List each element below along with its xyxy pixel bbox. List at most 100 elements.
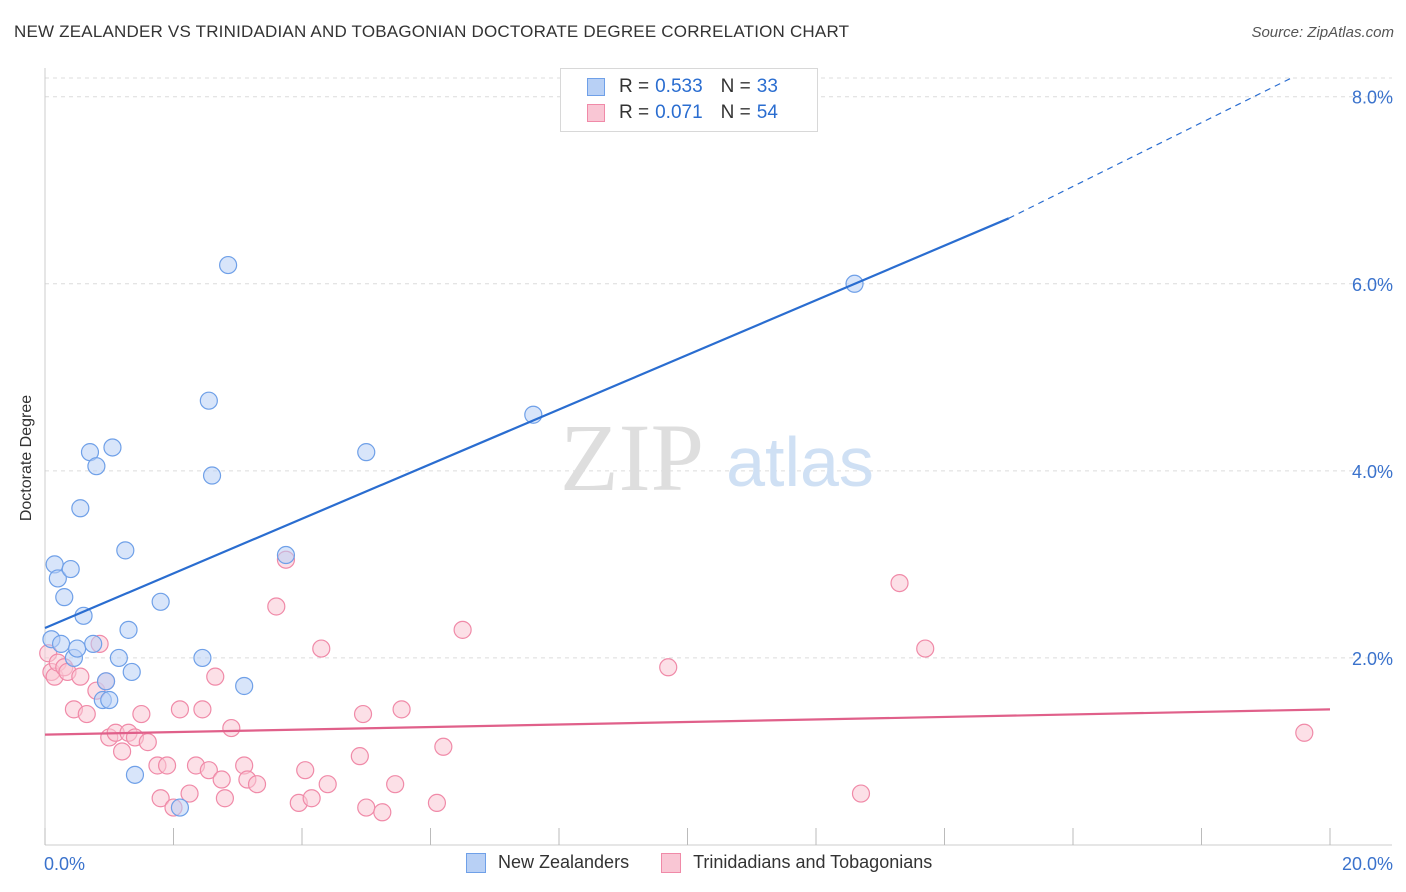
legend-item-new-zealanders: New Zealanders xyxy=(466,852,629,873)
legend-swatch-blue xyxy=(587,78,605,96)
point-new-zealander xyxy=(103,438,122,457)
point-trinidadian xyxy=(199,761,218,780)
gridlines xyxy=(45,77,1392,659)
point-trinidadian xyxy=(373,803,392,822)
tick-labels: 2.0% 4.0% 6.0% 8.0% 0.0% 20.0% xyxy=(44,88,1393,874)
legend-label: Trinidadians and Tobagonians xyxy=(693,852,933,872)
point-new-zealander xyxy=(87,457,106,476)
point-new-zealander xyxy=(125,765,145,784)
legend-n-label: N = xyxy=(720,76,751,97)
series-legend: New Zealanders Trinidadians and Tobagoni… xyxy=(466,852,964,873)
point-new-zealander xyxy=(119,620,138,639)
point-trinidadian xyxy=(267,597,286,616)
point-trinidadian xyxy=(296,761,315,780)
legend-swatch-blue xyxy=(466,852,486,873)
trend-lines xyxy=(44,77,1331,736)
point-new-zealander xyxy=(276,545,296,565)
point-trinidadian xyxy=(350,747,369,766)
legend-row-new-zealanders: R = 0.533 N = 33 xyxy=(587,75,778,99)
watermark: ZIP atlas xyxy=(560,404,874,511)
point-trinidadian xyxy=(132,704,151,724)
trend-line-trinidadians xyxy=(44,708,1331,736)
point-trinidadian xyxy=(392,700,411,719)
watermark-atlas: atlas xyxy=(726,423,874,501)
point-new-zealander xyxy=(193,648,212,668)
series-new-zealanders xyxy=(42,255,864,817)
point-trinidadian xyxy=(386,775,405,794)
legend-r-label: R = xyxy=(619,76,650,97)
axes xyxy=(44,68,1392,846)
point-trinidadian xyxy=(247,775,267,794)
point-trinidadian xyxy=(170,700,190,719)
point-trinidadian xyxy=(180,784,199,803)
point-trinidadian xyxy=(312,639,331,658)
point-trinidadian xyxy=(357,798,376,817)
point-new-zealander xyxy=(68,639,87,658)
point-new-zealander xyxy=(219,255,238,275)
legend-n-label: N = xyxy=(720,102,751,123)
legend-r-label: R = xyxy=(619,102,650,123)
stats-legend: R = 0.533 N = 33 R = 0.071 N = 54 xyxy=(560,68,818,132)
point-trinidadian xyxy=(151,789,170,808)
y-tick-label: 6.0% xyxy=(1352,275,1393,295)
point-trinidadian xyxy=(193,700,212,719)
legend-swatch-pink xyxy=(587,104,605,122)
point-trinidadian xyxy=(138,733,157,752)
point-new-zealander xyxy=(100,690,119,710)
point-trinidadian xyxy=(302,789,321,808)
point-trinidadian xyxy=(916,639,935,658)
point-trinidadian xyxy=(890,573,909,593)
point-new-zealander xyxy=(116,541,135,560)
point-new-zealander xyxy=(96,672,116,691)
point-new-zealander xyxy=(151,592,170,611)
y-tick-label: 2.0% xyxy=(1352,649,1393,669)
legend-r-value: 0.533 xyxy=(655,76,703,97)
trend-line-new-zealanders xyxy=(44,217,1010,630)
legend-r-value: 0.071 xyxy=(655,102,703,123)
y-tick-label: 4.0% xyxy=(1352,462,1393,482)
point-trinidadian xyxy=(206,667,225,686)
point-new-zealander xyxy=(71,499,90,518)
y-axis-label: Doctorate Degree xyxy=(18,394,35,522)
chart-title: NEW ZEALANDER VS TRINIDADIAN AND TOBAGON… xyxy=(14,22,850,41)
point-trinidadian xyxy=(659,658,678,677)
point-trinidadian xyxy=(427,793,447,813)
point-new-zealander xyxy=(51,634,71,653)
point-trinidadian xyxy=(215,789,234,808)
point-trinidadian xyxy=(1295,723,1314,742)
point-new-zealander xyxy=(199,391,218,410)
point-trinidadian xyxy=(112,742,132,761)
point-trinidadian xyxy=(353,704,373,724)
point-new-zealander xyxy=(61,559,80,579)
trend-line-extension xyxy=(1008,77,1292,219)
x-tick-label: 0.0% xyxy=(44,854,85,874)
legend-n-value: 54 xyxy=(756,102,778,123)
point-trinidadian xyxy=(851,784,871,803)
point-new-zealander xyxy=(170,798,190,817)
point-trinidadian xyxy=(157,756,177,775)
legend-item-trinidadians: Trinidadians and Tobagonians xyxy=(661,852,932,873)
point-new-zealander xyxy=(48,569,67,588)
point-new-zealander xyxy=(202,466,222,485)
y-tick-label: 8.0% xyxy=(1352,88,1393,108)
legend-swatch-pink xyxy=(661,852,682,873)
point-new-zealander xyxy=(122,662,141,682)
point-new-zealander xyxy=(55,588,74,607)
point-trinidadian xyxy=(222,718,241,738)
point-trinidadian xyxy=(77,704,96,724)
x-tick-label: 20.0% xyxy=(1342,854,1393,874)
point-new-zealander xyxy=(357,443,376,462)
legend-n-value: 33 xyxy=(756,76,778,97)
legend-row-trinidadians: R = 0.071 N = 54 xyxy=(587,101,778,125)
point-trinidadian xyxy=(212,770,231,789)
point-trinidadian xyxy=(71,667,90,686)
point-trinidadian xyxy=(434,737,453,756)
source-label: Source: ZipAtlas.com xyxy=(1251,24,1394,41)
point-trinidadian xyxy=(453,620,472,639)
point-new-zealander xyxy=(84,634,103,653)
point-new-zealander xyxy=(109,648,128,668)
legend-label: New Zealanders xyxy=(498,852,630,872)
point-new-zealander xyxy=(235,676,254,696)
point-trinidadian xyxy=(318,775,337,794)
